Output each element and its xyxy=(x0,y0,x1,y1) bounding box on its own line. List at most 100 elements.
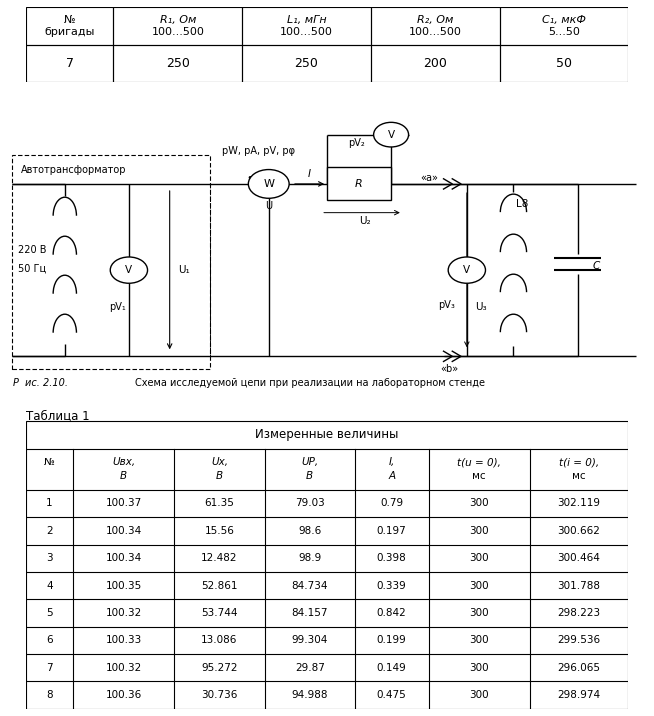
Text: 302.119: 302.119 xyxy=(557,498,600,508)
Text: 3: 3 xyxy=(46,553,53,563)
Text: 300: 300 xyxy=(470,553,489,563)
Text: Uвх,: Uвх, xyxy=(112,458,135,468)
Text: В: В xyxy=(120,471,127,481)
Text: 298.223: 298.223 xyxy=(557,608,600,618)
Text: 299.536: 299.536 xyxy=(557,635,600,645)
Text: 98.6: 98.6 xyxy=(298,526,321,536)
Text: 0.149: 0.149 xyxy=(377,663,407,673)
Text: 0.199: 0.199 xyxy=(377,635,407,645)
Text: 300.464: 300.464 xyxy=(557,553,600,563)
Text: 300: 300 xyxy=(470,498,489,508)
Text: 296.065: 296.065 xyxy=(557,663,600,673)
Circle shape xyxy=(448,257,485,284)
Text: 100.34: 100.34 xyxy=(105,526,142,536)
Text: 0.79: 0.79 xyxy=(380,498,404,508)
Text: pW, pA, pV, pφ: pW, pA, pV, pφ xyxy=(222,146,295,156)
Text: 1: 1 xyxy=(46,498,53,508)
Text: 98.9: 98.9 xyxy=(298,553,321,563)
Text: 0.339: 0.339 xyxy=(377,581,407,591)
Text: 7: 7 xyxy=(46,663,53,673)
Text: U: U xyxy=(265,201,272,211)
Text: C₁, мкФ: C₁, мкФ xyxy=(542,15,586,24)
Text: V: V xyxy=(463,265,470,275)
Text: U₃: U₃ xyxy=(475,302,487,312)
Text: 4: 4 xyxy=(46,581,53,591)
Text: U₁: U₁ xyxy=(179,265,190,275)
Text: ис. 2.10.: ис. 2.10. xyxy=(26,378,68,388)
Bar xyxy=(113,44,242,82)
Text: L8: L8 xyxy=(517,200,528,210)
Text: R₁, Ом: R₁, Ом xyxy=(160,15,196,24)
Bar xyxy=(371,44,500,82)
Text: 0.398: 0.398 xyxy=(377,553,407,563)
Text: Uх,: Uх, xyxy=(211,458,228,468)
Text: 29.87: 29.87 xyxy=(295,663,324,673)
Text: 30.736: 30.736 xyxy=(201,690,237,700)
Text: 200: 200 xyxy=(423,57,447,70)
Text: Измеренные величины: Измеренные величины xyxy=(255,428,399,442)
Circle shape xyxy=(111,257,148,284)
Text: B: B xyxy=(306,471,313,481)
Text: R₂, Ом: R₂, Ом xyxy=(417,15,453,24)
Text: pV₂: pV₂ xyxy=(348,138,364,148)
Text: Схема исследуемой цепи при реализации на лабораторном стенде: Схема исследуемой цепи при реализации на… xyxy=(135,378,485,388)
Text: 300: 300 xyxy=(470,690,489,700)
Text: Р: Р xyxy=(12,378,18,388)
Text: 2: 2 xyxy=(46,526,53,536)
Text: B: B xyxy=(216,471,223,481)
Bar xyxy=(327,168,391,200)
Text: 298.974: 298.974 xyxy=(557,690,600,700)
Circle shape xyxy=(249,170,289,198)
Text: 50 Гц: 50 Гц xyxy=(18,263,46,273)
Text: R: R xyxy=(355,179,363,189)
Text: 84.734: 84.734 xyxy=(292,581,328,591)
Text: 5...50: 5...50 xyxy=(548,27,579,37)
Text: 84.157: 84.157 xyxy=(292,608,328,618)
Text: 300: 300 xyxy=(470,526,489,536)
Bar xyxy=(26,44,113,82)
Text: «a»: «a» xyxy=(420,173,438,183)
Text: 100.37: 100.37 xyxy=(105,498,142,508)
Text: A: A xyxy=(388,471,395,481)
Text: «b»: «b» xyxy=(440,364,458,374)
Bar xyxy=(371,7,500,44)
Text: Таблица 1: Таблица 1 xyxy=(26,409,90,422)
Text: бригады: бригады xyxy=(44,27,95,37)
Text: 300: 300 xyxy=(470,581,489,591)
Text: U₂: U₂ xyxy=(359,216,371,226)
Text: 220 В: 220 В xyxy=(18,245,46,255)
Bar xyxy=(26,7,113,44)
Text: 52.861: 52.861 xyxy=(201,581,237,591)
Text: W: W xyxy=(263,179,274,189)
Text: 12.482: 12.482 xyxy=(201,553,237,563)
Text: 94.988: 94.988 xyxy=(292,690,328,700)
Text: №: № xyxy=(44,458,55,468)
Text: 100.34: 100.34 xyxy=(105,553,142,563)
Text: 6: 6 xyxy=(46,635,53,645)
Text: V: V xyxy=(126,265,133,275)
Text: t(u = 0),: t(u = 0), xyxy=(457,458,501,468)
Bar xyxy=(500,44,628,82)
Text: I,: I, xyxy=(388,458,395,468)
Text: 99.304: 99.304 xyxy=(292,635,328,645)
Circle shape xyxy=(373,122,409,147)
Text: 100.33: 100.33 xyxy=(105,635,142,645)
Bar xyxy=(242,44,371,82)
Text: t(i = 0),: t(i = 0), xyxy=(559,458,599,468)
Text: мс: мс xyxy=(472,471,486,481)
Text: UР,: UР, xyxy=(301,458,318,468)
Text: 100...500: 100...500 xyxy=(151,27,204,37)
Text: 53.744: 53.744 xyxy=(201,608,237,618)
Text: 100.36: 100.36 xyxy=(105,690,142,700)
Text: 300.662: 300.662 xyxy=(557,526,600,536)
Bar xyxy=(500,7,628,44)
Text: 300: 300 xyxy=(470,608,489,618)
Text: 100...500: 100...500 xyxy=(409,27,462,37)
Text: I: I xyxy=(308,169,311,179)
Text: V: V xyxy=(388,130,394,140)
Text: pV₁: pV₁ xyxy=(109,302,126,312)
Text: 100.32: 100.32 xyxy=(105,608,142,618)
Text: 300: 300 xyxy=(470,663,489,673)
Text: 100...500: 100...500 xyxy=(280,27,333,37)
Text: •: • xyxy=(247,173,253,183)
